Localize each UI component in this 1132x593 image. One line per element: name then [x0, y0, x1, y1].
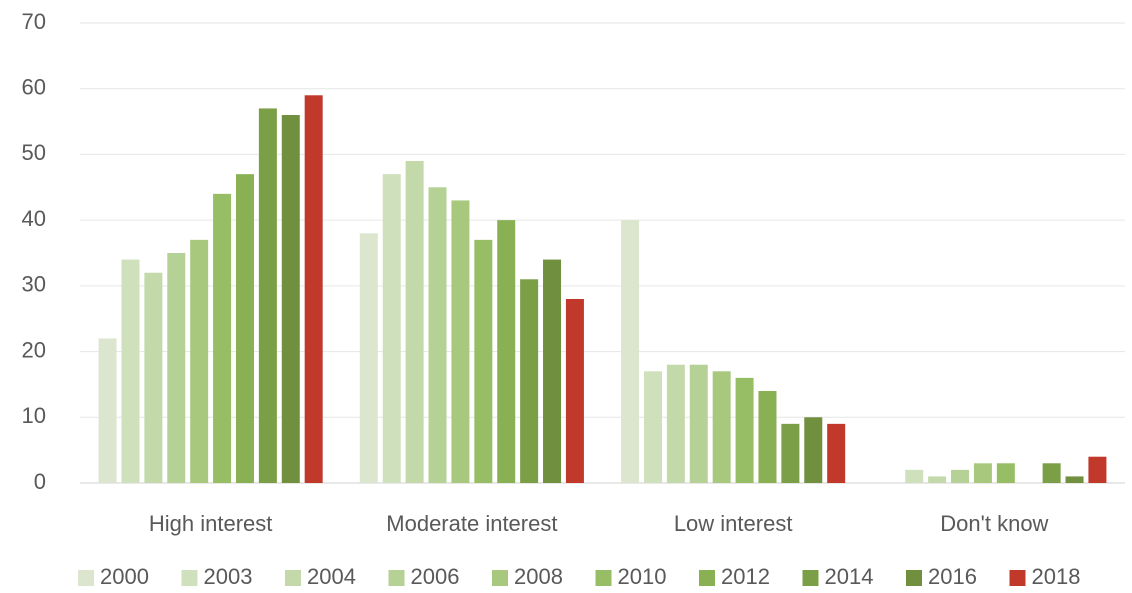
bar — [121, 259, 140, 483]
legend-swatch — [906, 570, 922, 586]
legend-swatch — [492, 570, 508, 586]
legend-swatch — [802, 570, 819, 586]
bar — [905, 469, 924, 483]
bar — [666, 364, 685, 483]
bar — [474, 239, 493, 483]
x-tick-label: Low interest — [674, 511, 793, 536]
legend-label: 2003 — [204, 564, 253, 589]
legend-label: 2000 — [100, 564, 149, 589]
legend-swatch — [1009, 570, 1026, 586]
x-tick-label: Moderate interest — [386, 511, 557, 536]
bar — [258, 108, 277, 483]
bar — [827, 423, 846, 483]
bar — [996, 463, 1015, 483]
legend-label: 2004 — [307, 564, 356, 589]
legend-swatch — [285, 570, 301, 586]
y-tick-label: 70 — [22, 9, 46, 34]
legend-swatch — [388, 570, 405, 586]
bar — [712, 371, 731, 483]
bar — [497, 220, 516, 483]
legend-swatch — [181, 570, 198, 586]
bar — [1065, 476, 1084, 483]
bar — [144, 272, 163, 483]
y-tick-label: 60 — [22, 75, 46, 100]
bar — [643, 371, 662, 483]
y-tick-label: 10 — [22, 403, 46, 428]
bar — [428, 187, 447, 484]
y-tick-label: 40 — [22, 206, 46, 231]
bar — [190, 239, 209, 483]
bar — [213, 193, 232, 483]
bar — [951, 469, 970, 483]
legend-label: 2006 — [411, 564, 460, 589]
legend-label: 2018 — [1032, 564, 1081, 589]
y-tick-label: 0 — [34, 469, 46, 494]
bar — [167, 253, 186, 483]
legend-swatch — [78, 570, 94, 586]
x-tick-label: Don't know — [940, 511, 1048, 536]
bar — [973, 463, 992, 483]
legend-label: 2008 — [514, 564, 563, 589]
bar — [804, 417, 823, 483]
bar — [781, 423, 800, 483]
legend-label: 2010 — [618, 564, 667, 589]
bar — [520, 279, 539, 483]
bar — [451, 200, 470, 483]
legend-swatch — [699, 570, 715, 586]
bar — [359, 233, 378, 483]
bar — [1042, 463, 1061, 483]
bar — [689, 364, 708, 483]
x-tick-label: High interest — [149, 511, 273, 536]
bar — [1088, 456, 1107, 483]
bar — [281, 115, 300, 483]
bar — [382, 174, 401, 483]
y-tick-label: 30 — [22, 272, 46, 297]
bar — [98, 338, 117, 483]
bar — [621, 220, 640, 483]
legend-swatch — [595, 570, 612, 586]
bar — [565, 299, 584, 483]
y-tick-label: 20 — [22, 337, 46, 362]
bar — [405, 161, 424, 483]
y-tick-label: 50 — [22, 140, 46, 165]
bar — [735, 377, 754, 483]
bar — [304, 95, 323, 484]
legend-label: 2016 — [928, 564, 977, 589]
bar — [758, 391, 777, 483]
bar — [543, 259, 562, 483]
legend-label: 2014 — [825, 564, 874, 589]
legend-label: 2012 — [721, 564, 770, 589]
bar — [235, 174, 254, 483]
bar — [928, 476, 947, 483]
